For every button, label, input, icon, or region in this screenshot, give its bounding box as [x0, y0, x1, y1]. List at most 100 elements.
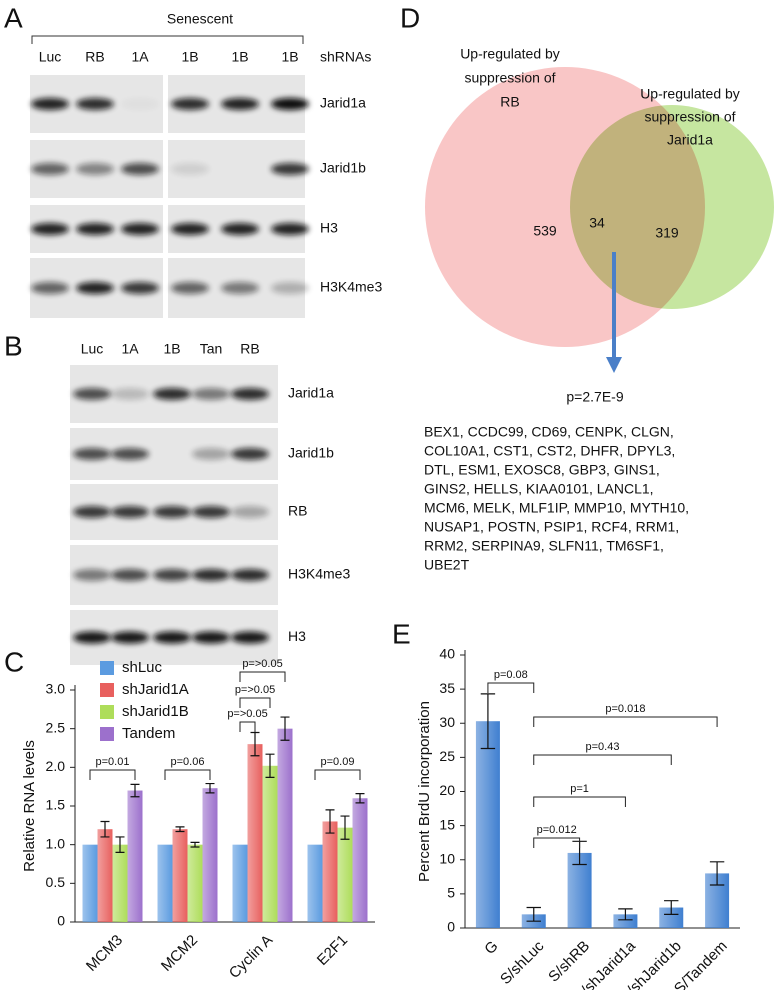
- x-tick-label: Cyclin A: [226, 932, 276, 982]
- panel-label: D: [400, 2, 420, 33]
- panel-label: E: [392, 618, 411, 649]
- gene-list: UBE2T: [424, 557, 470, 573]
- y-tick-label: 30: [439, 714, 455, 730]
- bracket: [487, 682, 535, 693]
- gene-list: GINS2, HELLS, KIAA0101, LANCL1,: [424, 481, 654, 497]
- legend-swatch: [100, 705, 114, 719]
- band: [73, 631, 111, 644]
- row-label: H3: [288, 628, 306, 644]
- band: [76, 282, 114, 294]
- error-bar: [340, 815, 350, 840]
- bar: [262, 765, 278, 922]
- band: [31, 282, 69, 294]
- band: [231, 569, 269, 581]
- p-value: p=2.7E-9: [566, 389, 623, 405]
- legend-label: shLuc: [122, 659, 163, 676]
- lane-label: 1B: [281, 49, 298, 65]
- bar: [352, 798, 368, 922]
- venn-label: suppression of: [644, 109, 735, 125]
- row-label: H3K4me3: [288, 566, 350, 582]
- bar: [247, 744, 263, 922]
- gene-list: RRM2, SERPINA9, SLFN11, TM6SF1,: [424, 538, 664, 554]
- panel-label: C: [4, 646, 24, 677]
- x-tick-label: MCM3: [83, 932, 126, 975]
- bracket: [89, 769, 136, 780]
- legend-label: Tandem: [122, 725, 175, 742]
- band: [171, 223, 209, 235]
- y-tick-label: 1.5: [46, 797, 66, 813]
- group-bracket: [31, 35, 304, 44]
- y-tick-label: 35: [439, 680, 455, 696]
- band: [192, 388, 230, 400]
- x-tick-label: MCM2: [158, 932, 201, 975]
- lane-label: RB: [240, 341, 259, 357]
- bar: [172, 829, 188, 922]
- gene-list: BEX1, CCDC99, CD69, CENPK, CLGN,: [424, 424, 674, 440]
- band: [192, 448, 230, 460]
- band: [271, 223, 309, 235]
- bar: [112, 844, 128, 922]
- bar: [187, 844, 203, 922]
- group-label: Senescent: [167, 11, 233, 27]
- venn-label: suppression of: [464, 70, 555, 86]
- bar: [567, 852, 592, 928]
- error-bar: [115, 836, 125, 853]
- lane-label: 1B: [231, 49, 248, 65]
- band: [121, 223, 159, 235]
- panel-label: A: [4, 2, 23, 33]
- band: [121, 282, 159, 294]
- lane-label: 1B: [181, 49, 198, 65]
- annotation: p=0.08: [494, 669, 528, 681]
- band: [73, 506, 111, 518]
- bracket: [314, 769, 361, 780]
- row-label: H3: [320, 220, 338, 236]
- band: [73, 569, 111, 581]
- y-tick-label: 15: [439, 816, 455, 832]
- lane-label: 1A: [131, 49, 149, 65]
- band: [192, 569, 230, 581]
- row-label: Jarid1b: [288, 445, 334, 461]
- row-label: Jarid1b: [320, 160, 366, 176]
- bar: [475, 721, 500, 928]
- venn-right: [570, 105, 774, 309]
- band: [111, 631, 149, 644]
- band: [231, 388, 269, 400]
- venn-count: 539: [533, 223, 557, 239]
- lane-label: 1B: [163, 341, 180, 357]
- band: [221, 223, 259, 235]
- band: [271, 163, 309, 175]
- y-tick-label: 2.0: [46, 758, 66, 774]
- bar: [202, 788, 218, 922]
- error-bar: [190, 841, 200, 848]
- bar: [337, 827, 353, 922]
- band: [171, 98, 209, 110]
- bar: [127, 790, 143, 922]
- band: [271, 282, 309, 294]
- band: [111, 448, 149, 460]
- bar: [307, 844, 323, 922]
- venn-label: Jarid1a: [667, 132, 713, 148]
- gene-list: MCM6, MELK, MLF1IP, MMP10, MYTH10,: [424, 500, 689, 516]
- error-bar: [480, 693, 496, 750]
- panel-label: B: [4, 330, 23, 361]
- band: [76, 98, 114, 110]
- y-tick-label: 40: [439, 646, 455, 662]
- band: [73, 448, 111, 460]
- y-tick-label: 25: [439, 748, 455, 764]
- error-bar: [130, 783, 140, 798]
- error-bar: [526, 906, 541, 922]
- y-axis-label: Percent BrdU incorporation: [416, 701, 433, 882]
- band: [153, 506, 191, 518]
- band: [73, 388, 111, 400]
- annotation: p=>0.05: [242, 658, 282, 670]
- y-tick-label: 10: [439, 850, 455, 866]
- venn-count: 319: [655, 225, 679, 241]
- gene-list: DTL, ESM1, EXOSC8, GBP3, GINS1,: [424, 462, 660, 478]
- row-label: H3K4me3: [320, 279, 382, 295]
- band: [231, 448, 269, 460]
- band: [192, 631, 230, 644]
- bracket: [239, 697, 271, 708]
- bar: [97, 829, 113, 922]
- y-tick-label: 20: [439, 782, 455, 798]
